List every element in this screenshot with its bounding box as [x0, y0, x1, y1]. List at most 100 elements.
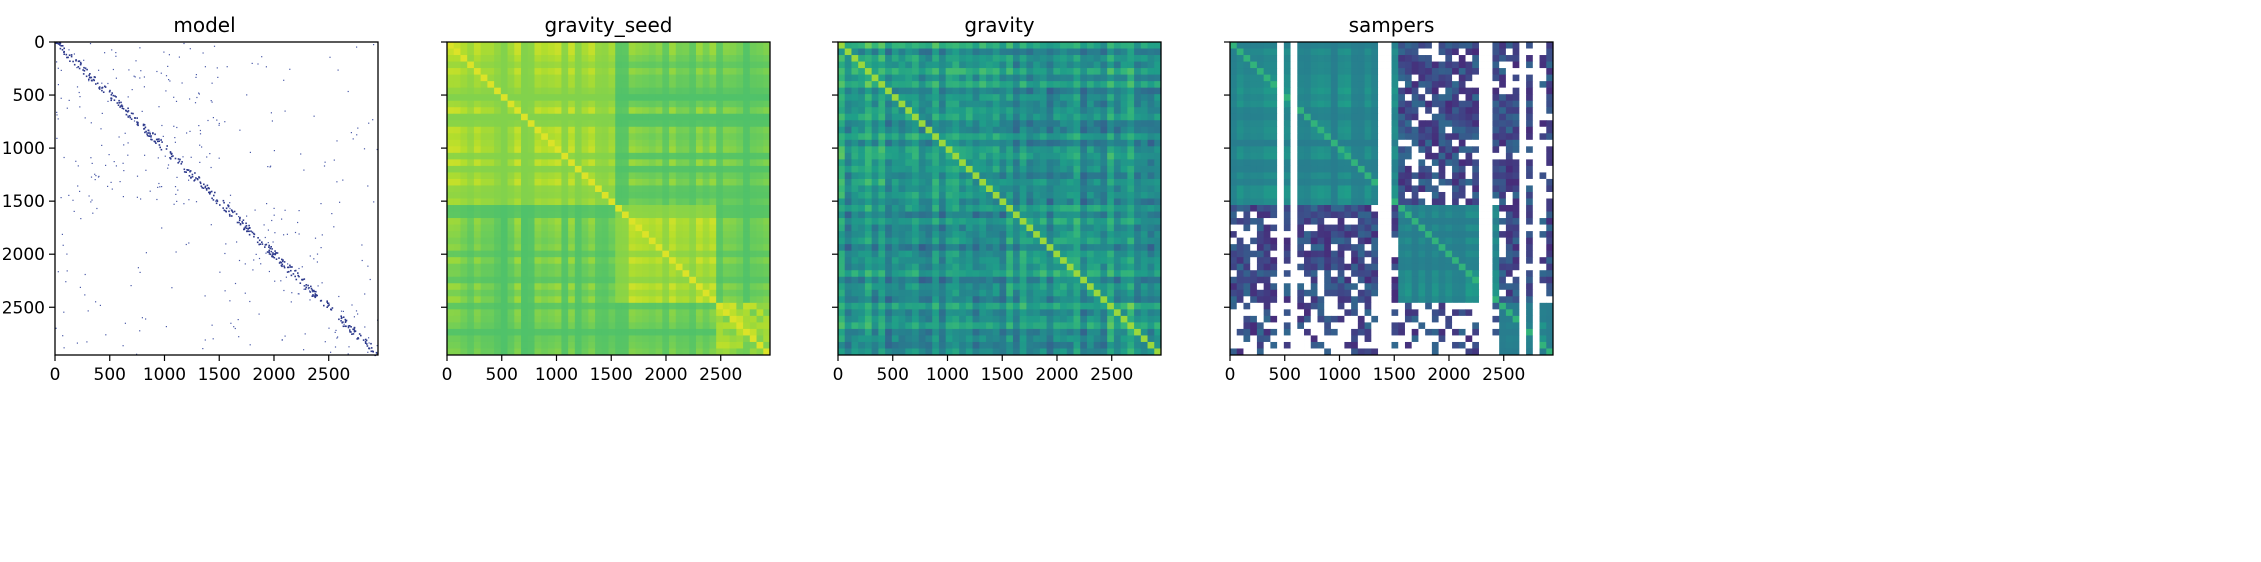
heatmap-cell: [1039, 185, 1048, 193]
heatmap-cell: [601, 87, 609, 95]
heatmap-cell: [959, 94, 967, 102]
heatmap-cell: [912, 276, 920, 284]
heatmap-cell: [952, 250, 960, 258]
heatmap-cell: [689, 244, 697, 252]
heatmap-cell: [1147, 74, 1155, 82]
heatmap-cell: [301, 279, 304, 281]
heatmap-cell: [1006, 191, 1014, 199]
heatmap-cell: [588, 328, 596, 336]
heatmap-cell: [743, 315, 751, 323]
heatmap-cell: [1039, 55, 1048, 62]
heatmap-cell: [467, 315, 475, 323]
heatmap-cell: [165, 148, 168, 150]
heatmap-cell: [662, 257, 670, 265]
heatmap-cell: [1060, 270, 1068, 278]
heatmap-cell: [63, 47, 65, 50]
heatmap-cell: [925, 185, 933, 193]
heatmap-cell: [473, 81, 482, 89]
heatmap-cell: [1026, 107, 1034, 115]
heatmap-cell: [655, 231, 663, 239]
heatmap-cell: [180, 163, 183, 165]
heatmap-cell: [447, 237, 455, 245]
heatmap-cell: [844, 42, 852, 49]
heatmap-cell: [601, 218, 609, 225]
heatmap-cell: [986, 113, 994, 121]
heatmap-cell: [756, 322, 764, 330]
heatmap-cell: [1080, 139, 1088, 147]
heatmap-cell: [601, 224, 609, 232]
heatmap-cell: [561, 42, 569, 49]
heatmap-cell: [514, 55, 522, 62]
heatmap-cell: [568, 257, 576, 265]
heatmap-cell: [695, 341, 704, 349]
heatmap-cell: [682, 244, 690, 252]
heatmap-cell: [702, 48, 710, 56]
heatmap-cell: [1060, 283, 1068, 291]
heatmap-cell: [161, 141, 163, 143]
heatmap-cell: [749, 87, 757, 95]
heatmap-cell: [756, 276, 764, 284]
heatmap-cell: [763, 146, 771, 154]
heatmap-cell: [355, 310, 358, 312]
heatmap-cell: [932, 178, 940, 186]
heatmap-cell: [743, 263, 751, 271]
heatmap-cell: [878, 257, 886, 265]
heatmap-cell: [1053, 113, 1061, 121]
heatmap-cell: [90, 157, 92, 159]
heatmap-cell: [702, 309, 710, 317]
heatmap-cell: [189, 98, 191, 100]
heatmap-cell: [628, 309, 636, 317]
heatmap-cell: [1039, 133, 1048, 141]
heatmap-cell: [628, 55, 636, 62]
heatmap-cell: [729, 302, 737, 310]
heatmap-cell: [191, 175, 194, 178]
heatmap-cell: [1012, 113, 1021, 121]
heatmap-cell: [682, 172, 690, 180]
heatmap-cell: [370, 347, 373, 349]
heatmap-cell: [749, 74, 757, 82]
heatmap-cell: [500, 48, 508, 56]
heatmap-cell: [682, 126, 690, 134]
heatmap-cell: [350, 326, 352, 328]
heatmap-cell: [682, 120, 690, 128]
heatmap-cell: [648, 133, 657, 141]
heatmap-cell: [316, 294, 318, 297]
heatmap-cell: [1100, 237, 1108, 245]
heatmap-cell: [999, 126, 1007, 134]
heatmap-cell: [1012, 185, 1021, 193]
heatmap-cell: [534, 133, 542, 141]
heatmap-cell: [494, 42, 502, 49]
heatmap-cell: [507, 205, 515, 212]
heatmap-cell: [1060, 126, 1068, 134]
heatmap-cell: [1053, 218, 1061, 225]
heatmap-cell: [130, 118, 133, 120]
heatmap-cell: [561, 146, 569, 154]
heatmap-cell: [588, 315, 596, 323]
heatmap-cell: [1039, 211, 1048, 219]
heatmap-cell: [1107, 107, 1115, 115]
heatmap-cell: [763, 48, 771, 56]
heatmap-cell: [898, 113, 906, 121]
heatmap-cell: [669, 302, 677, 310]
heatmap-cell: [878, 270, 886, 278]
heatmap-cell: [527, 107, 535, 115]
heatmap-cell: [675, 178, 683, 186]
heatmap-cell: [729, 224, 737, 232]
heatmap-cell: [547, 74, 556, 82]
heatmap-cell: [905, 48, 913, 56]
heatmap-cell: [642, 55, 650, 62]
heatmap-cell: [1127, 198, 1135, 206]
heatmap-cell: [507, 237, 515, 245]
heatmap-cell: [314, 237, 317, 239]
heatmap-cell: [608, 87, 616, 95]
heatmap-cell: [249, 227, 251, 229]
heatmap-cell: [514, 165, 522, 173]
heatmap-cell: [992, 224, 1000, 232]
heatmap-cell: [1147, 107, 1155, 115]
heatmap-cell: [527, 237, 535, 245]
heatmap-cell: [1033, 270, 1041, 278]
heatmap-cell: [972, 191, 980, 199]
heatmap-cell: [844, 61, 852, 69]
heatmap-cell: [621, 185, 630, 193]
heatmap-cell: [662, 302, 670, 310]
